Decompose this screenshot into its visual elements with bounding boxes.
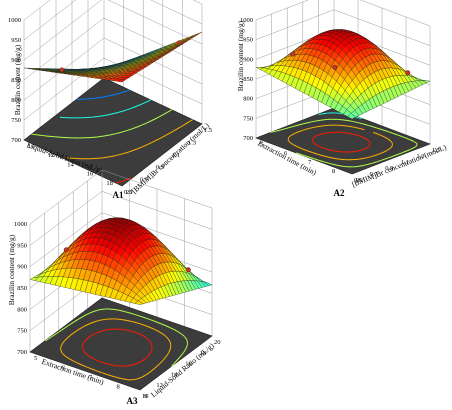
axis-a-tick-label: 8 (332, 168, 335, 175)
z-tick-label: 850 (17, 285, 27, 292)
axis-b-tick-label: 0.9 (385, 165, 393, 172)
z-tick-label: 1000 (14, 221, 27, 228)
axis-b-tick-label: 16 (185, 361, 192, 368)
panel-label-a2: A2 (334, 188, 345, 198)
z-tick-label: 800 (17, 306, 27, 313)
axis-b-tick-label: 0.9 (156, 164, 164, 171)
axis-a-tick-label: 7 (89, 374, 93, 381)
z-tick-label: 1000 (240, 17, 253, 24)
axis-b-tick-label: 0.7 (370, 171, 379, 178)
design-point (185, 267, 191, 273)
axis-b-tick-label: 1.5 (432, 147, 440, 154)
z-tick-label: 950 (11, 37, 21, 44)
axis-b-tick-label: 10 (142, 393, 149, 400)
axis-b-tick-label: 0.5 (124, 189, 132, 196)
z-tick-label: 750 (11, 117, 21, 124)
axis-a-tick-label: 9 (144, 393, 147, 400)
z-tick-label: 750 (243, 115, 253, 122)
z-tick-label: 700 (11, 137, 21, 144)
z-tick-label: 850 (243, 76, 253, 83)
surface-plot-a2: 700 750 800 850 900 950 1000 5 6 7 8 90.5 0.7 0.9 1.1 1… (236, 0, 448, 198)
z-tick-label: 1000 (8, 17, 21, 24)
z-axis-label-a3: Brazilin content (mg/g) (7, 234, 16, 305)
axis-b-tick-label: 0.7 (140, 177, 149, 184)
axis-b-tick-label: 20 (214, 339, 221, 346)
z-tick-label: 950 (243, 37, 253, 44)
axis-a-tick-label: 6 (284, 150, 288, 157)
axis-a-tick-label: 8 (117, 384, 120, 391)
design-point (290, 51, 296, 57)
z-tick-label: 800 (11, 97, 21, 104)
z-tick-label: 950 (17, 242, 27, 249)
response-surface-a3 (29, 217, 213, 305)
floor-contour-a3 (29, 297, 213, 391)
design-points-a3 (63, 247, 191, 273)
axis-b-tick-label: 12 (156, 382, 163, 389)
axis-a-tick-label: 5 (34, 355, 37, 362)
z-tick-label: 850 (11, 77, 21, 84)
axis-ticks-a1: 70075080085090095010001012141618200.50.7… (8, 17, 212, 196)
axis-b-tick-label: 18 (200, 350, 207, 357)
surface-plot-a1: 70075080085090095010001012141618200.50.7… (8, 0, 212, 200)
axis-a-tick-label: 6 (62, 365, 66, 372)
axis-a-tick-label: 14 (67, 161, 74, 168)
surface-plot-a3: 700750800850900950100056789101214161820 … (7, 169, 221, 406)
axis-a-tick-label: 5 (260, 141, 263, 148)
floor-plane (23, 77, 203, 187)
axis-a-tick-label: 18 (106, 180, 113, 187)
panel-label-a1: A1 (113, 190, 124, 200)
axis-b-tick-label: 14 (171, 371, 178, 378)
axis-b-tick-label: 1.1 (401, 159, 409, 166)
axis-b-tick-label: 0.5 (354, 177, 362, 184)
design-points-a1 (59, 40, 182, 73)
design-point (176, 40, 182, 46)
design-point (63, 247, 69, 253)
z-tick-label: 900 (243, 56, 253, 63)
design-point (405, 70, 411, 76)
z-tick-label: 900 (17, 264, 27, 271)
axis-ticks-a2: 700 750 800 850 900 950 1000 5 6 7 8 90.5 0.7 0.9 1.1 1… (240, 17, 440, 184)
design-points-a2 (290, 51, 411, 76)
floor-contour-a1 (23, 77, 203, 187)
axis-a-tick-label: 10 (28, 143, 35, 150)
axis-a-tick-label: 9 (356, 177, 359, 184)
axis-a-tick-label: 16 (87, 171, 94, 178)
panel-label-a3: A3 (127, 396, 138, 406)
axis-a-tick-label: 12 (48, 152, 55, 159)
z-tick-label: 700 (17, 349, 27, 356)
z-tick-label: 700 (243, 135, 253, 142)
z-tick-label: 800 (243, 96, 253, 103)
design-point (59, 67, 65, 73)
axis-b-tick-label: 1.3 (416, 153, 424, 160)
axis-b-tick-label: 1.1 (172, 152, 180, 159)
response-surface-a2 (255, 29, 431, 120)
z-tick-label: 900 (11, 57, 21, 64)
axis-b-tick-label: 1.3 (188, 139, 196, 146)
axis-b-tick-label: 1.5 (204, 127, 212, 134)
design-point (332, 64, 338, 70)
axis-a-tick-label: 7 (308, 159, 312, 166)
floor-contour-a2 (255, 107, 431, 175)
axis-ticks-a3: 700 750 800 850 900 950 1000 5 6 7 8 910 12 14 16 18 20 (14, 221, 221, 400)
z-tick-label: 750 (17, 328, 27, 335)
z-axis-label-a2: Brazilin content (mg/g) (236, 20, 245, 91)
z-axis-label-a1: Brazilin content (mg/g) (13, 44, 22, 115)
